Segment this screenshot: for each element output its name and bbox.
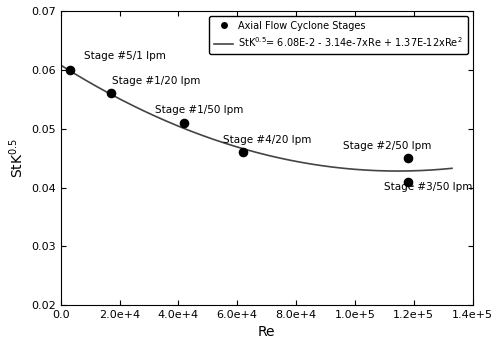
Text: Stage #1/20 lpm: Stage #1/20 lpm <box>112 76 200 86</box>
Legend: Axial Flow Cyclone Stages, StK$^{0.5}$= 6.08E-2 - 3.14e-7xRe + 1.37E-12xRe$^2$: Axial Flow Cyclone Stages, StK$^{0.5}$= … <box>209 16 468 54</box>
Point <box>180 120 188 126</box>
Point <box>404 179 412 184</box>
Point <box>106 91 114 96</box>
Point <box>66 67 74 73</box>
Y-axis label: StK$^{0.5}$: StK$^{0.5}$ <box>7 138 26 178</box>
X-axis label: Re: Re <box>258 325 276 339</box>
Text: Stage #2/50 lpm: Stage #2/50 lpm <box>343 141 432 151</box>
Text: Stage #1/50 lpm: Stage #1/50 lpm <box>155 105 243 115</box>
Text: Stage #5/1 lpm: Stage #5/1 lpm <box>84 51 166 61</box>
Text: Stage #3/50 lpm: Stage #3/50 lpm <box>384 182 472 192</box>
Point <box>239 149 247 155</box>
Point <box>404 155 412 161</box>
Text: Stage #4/20 lpm: Stage #4/20 lpm <box>222 135 311 145</box>
